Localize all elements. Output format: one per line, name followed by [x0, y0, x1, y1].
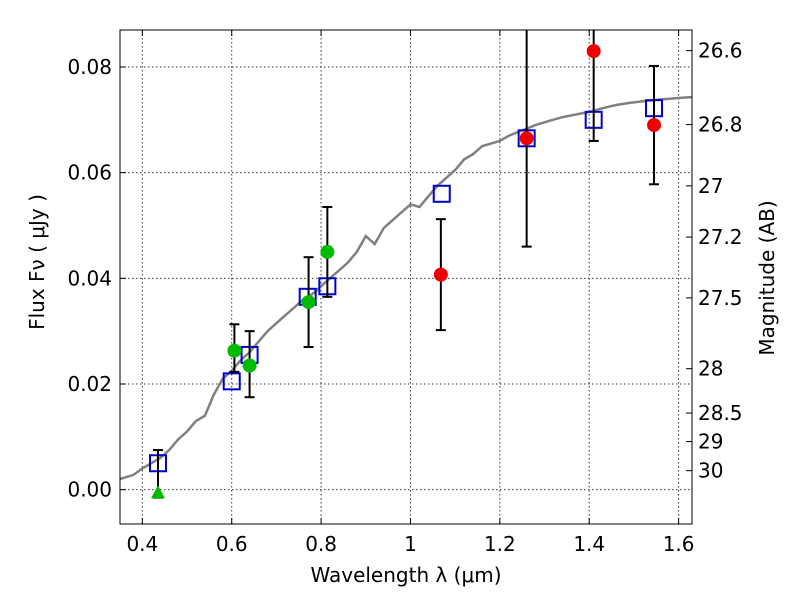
- red-point: [519, 131, 534, 146]
- x-tick-label: 0.8: [305, 532, 337, 556]
- plot-frame: [119, 29, 693, 525]
- y2-tick-label: 29: [698, 430, 723, 454]
- green-point: [320, 244, 335, 259]
- y-tick-label: 0.02: [67, 372, 112, 396]
- plot-background: [120, 30, 692, 524]
- x-tick-label: 0.4: [126, 532, 158, 556]
- y2-tick-label: 28: [698, 357, 723, 381]
- green-point: [242, 358, 257, 373]
- x-tick-label: 1.2: [484, 532, 516, 556]
- data-layer: [120, 30, 692, 499]
- y2-tick-label: 28.5: [698, 401, 743, 425]
- red-point: [586, 44, 601, 59]
- y2-tick-label: 26.8: [698, 113, 743, 137]
- x-tick-label: 0.6: [216, 532, 248, 556]
- grid: [120, 30, 692, 524]
- y2-tick-label: 30: [698, 459, 723, 483]
- y-axis-label: Flux Fν ( μJy ): [25, 194, 49, 330]
- x-tick-label: 1.4: [573, 532, 605, 556]
- model-square-point: [222, 372, 241, 391]
- red-point: [433, 267, 448, 282]
- x-axis-label: Wavelength λ (μm): [310, 563, 501, 587]
- y-tick-label: 0.06: [67, 161, 112, 185]
- spectrum-line: [120, 95, 692, 481]
- x-tick-label: 1.6: [663, 532, 695, 556]
- y2-tick-label: 27.2: [698, 225, 743, 249]
- y2-tick-label: 27.5: [698, 286, 743, 310]
- y-tick-label: 0.00: [67, 478, 112, 502]
- series-group: [120, 30, 692, 499]
- model-square-point: [432, 184, 451, 203]
- green-point: [301, 295, 316, 310]
- x-tick-label: 1: [404, 532, 417, 556]
- y2-tick-label: 27: [698, 174, 723, 198]
- y2-axis-label: Magnitude (AB): [755, 200, 779, 355]
- axis-ticks: 0.4 0.6 0.8 1 1.2 1.4 1.6 0.00 0.02 0.04 0.06 0.08 2…: [67, 30, 743, 556]
- green-point: [227, 343, 242, 358]
- y2-tick-label: 26.6: [698, 39, 743, 63]
- y-tick-label: 0.04: [67, 266, 112, 290]
- y-tick-label: 0.08: [67, 55, 112, 79]
- red-point: [647, 118, 662, 133]
- triangle-point: [150, 485, 165, 499]
